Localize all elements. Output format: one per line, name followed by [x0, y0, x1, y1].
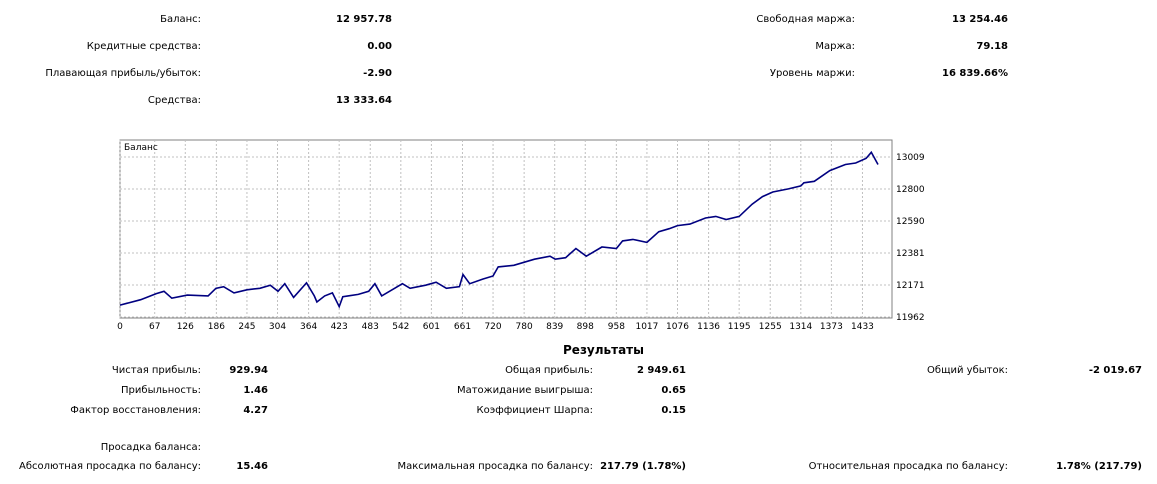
rel-drawdown-value: 1.78% (217.79): [1056, 461, 1142, 472]
profit-factor-value: 1.46: [243, 385, 268, 396]
chart-grid: [119, 140, 892, 318]
x-tick-label: 661: [454, 322, 471, 332]
balance-series-line: [119, 150, 879, 309]
expected-payoff-value: 0.65: [661, 385, 686, 396]
balance-chart: Баланс 0 67 126 186 245 304 364 423 483 542 601 661…: [117, 139, 925, 332]
balance-label: Баланс:: [160, 14, 201, 25]
sharpe-label: Коэффициент Шарпа:: [476, 405, 593, 416]
y-tick-label: 13009: [896, 153, 925, 163]
x-tick-label: 186: [208, 322, 225, 332]
x-tick-label: 839: [546, 322, 563, 332]
margin-level-label: Уровень маржи:: [769, 68, 855, 79]
margin-label: Маржа:: [815, 41, 855, 52]
max-drawdown-value: 217.79 (1.78%): [600, 461, 686, 472]
x-tick-label: 1076: [666, 322, 689, 332]
max-drawdown-label: Максимальная просадка по балансу:: [397, 461, 593, 472]
x-tick-label: 780: [516, 322, 533, 332]
balance-value: 12 957.78: [336, 14, 392, 25]
x-axis-ticks: 0 67 126 186 245 304 364 423 483 542 601 661 720 780 8…: [117, 322, 874, 332]
x-tick-label: 304: [269, 322, 286, 332]
recovery-factor-value: 4.27: [243, 405, 268, 416]
x-tick-label: 126: [177, 322, 194, 332]
equity-label: Средства:: [147, 95, 201, 106]
x-tick-label: 423: [331, 322, 348, 332]
expected-payoff-label: Матожидание выигрыша:: [456, 385, 593, 396]
margin-level-value: 16 839.66%: [941, 68, 1008, 79]
x-tick-label: 0: [117, 322, 123, 332]
results-title: Результаты: [563, 343, 644, 357]
floating-profit-value: -2.90: [363, 68, 392, 79]
x-tick-label: 483: [362, 322, 379, 332]
credit-value: 0.00: [367, 41, 392, 52]
recovery-factor-label: Фактор восстановления:: [70, 405, 201, 416]
free-margin-value: 13 254.46: [952, 14, 1008, 25]
net-profit-value: 929.94: [229, 365, 268, 376]
x-tick-label: 898: [577, 322, 594, 332]
sharpe-value: 0.15: [661, 405, 686, 416]
gross-profit-value: 2 949.61: [636, 365, 686, 376]
y-tick-label: 11962: [896, 313, 925, 323]
free-margin-label: Свободная маржа:: [756, 14, 855, 25]
equity-value: 13 333.64: [336, 95, 392, 106]
credit-label: Кредитные средства:: [86, 41, 201, 52]
x-tick-label: 1433: [851, 322, 874, 332]
rel-drawdown-label: Относительная просадка по балансу:: [808, 461, 1008, 472]
floating-profit-label: Плавающая прибыль/убыток:: [45, 68, 201, 79]
abs-drawdown-label: Абсолютная просадка по балансу:: [19, 461, 201, 472]
y-tick-label: 12381: [896, 249, 925, 259]
x-tick-label: 1255: [759, 322, 782, 332]
x-tick-label: 67: [149, 322, 160, 332]
x-tick-label: 1195: [728, 322, 751, 332]
x-tick-label: 364: [300, 322, 317, 332]
y-axis-ticks: 11962 12171 12381 12590 12800 13009: [896, 153, 925, 323]
profit-factor-label: Прибыльность:: [121, 385, 201, 396]
chart-title: Баланс: [124, 143, 158, 153]
gross-loss-value: -2 019.67: [1088, 365, 1142, 376]
drawdown-header: Просадка баланса:: [100, 442, 201, 453]
x-tick-label: 1373: [820, 322, 843, 332]
x-tick-label: 542: [392, 322, 409, 332]
x-tick-label: 958: [608, 322, 625, 332]
y-tick-label: 12171: [896, 281, 925, 291]
x-tick-label: 601: [423, 322, 440, 332]
x-tick-label: 1017: [635, 322, 658, 332]
x-tick-label: 720: [484, 322, 501, 332]
abs-drawdown-value: 15.46: [236, 461, 268, 472]
net-profit-label: Чистая прибыль:: [111, 365, 201, 376]
gross-profit-label: Общая прибыль:: [505, 365, 593, 376]
x-tick-label: 1136: [697, 322, 720, 332]
gross-loss-label: Общий убыток:: [927, 365, 1008, 376]
x-tick-label: 1314: [789, 322, 812, 332]
x-tick-label: 245: [238, 322, 255, 332]
margin-value: 79.18: [976, 41, 1008, 52]
y-tick-label: 12590: [896, 217, 925, 227]
y-tick-label: 12800: [896, 185, 925, 195]
chart-plot-area: [119, 139, 893, 319]
